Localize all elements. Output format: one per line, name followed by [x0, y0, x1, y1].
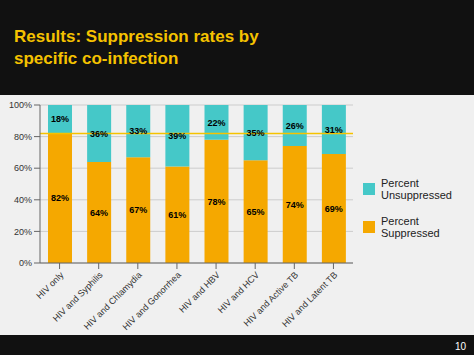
html-text:10: 10: [454, 341, 466, 352]
html-text:Unsuppressed: Unsuppressed: [381, 189, 452, 201]
svg-text:61%: 61%: [168, 210, 186, 220]
svg-text:82%: 82%: [51, 193, 69, 203]
svg-text:65%: 65%: [247, 207, 265, 217]
svg-text:78%: 78%: [207, 197, 225, 207]
svg-text:HIV and Latent TB: HIV and Latent TB: [280, 270, 339, 329]
html-text:specific co-infection: specific co-infection: [14, 48, 179, 68]
svg-text:100%: 100%: [9, 100, 32, 110]
svg-text:67%: 67%: [129, 205, 147, 215]
svg-text:HIV and HBV: HIV and HBV: [177, 269, 222, 315]
svg-text:69%: 69%: [325, 204, 343, 214]
html-text:Percent: Percent: [381, 177, 419, 189]
svg-text:20%: 20%: [14, 227, 32, 237]
svg-text:HIV and Gonorrhea: HIV and Gonorrhea: [121, 270, 183, 332]
svg-text:36%: 36%: [90, 129, 108, 139]
svg-text:40%: 40%: [14, 195, 32, 205]
svg-text:HIV and Active TB: HIV and Active TB: [241, 269, 301, 329]
svg-text:35%: 35%: [247, 128, 265, 138]
html-text:Results: Suppression rates by: Results: Suppression rates by: [14, 27, 259, 47]
html-text:Percent: Percent: [381, 215, 419, 227]
svg-text:60%: 60%: [14, 163, 32, 173]
svg-text:74%: 74%: [286, 200, 304, 210]
svg-text:0%: 0%: [19, 258, 32, 268]
svg-text:31%: 31%: [325, 125, 343, 135]
svg-text:80%: 80%: [14, 132, 32, 142]
svg-text:HIV and Syphilis: HIV and Syphilis: [50, 269, 105, 324]
svg-text:HIV only: HIV only: [34, 270, 65, 301]
svg-text:22%: 22%: [207, 118, 225, 128]
svg-text:HIV and Chlamydia: HIV and Chlamydia: [81, 269, 144, 332]
svg-text:HIV and HCV: HIV and HCV: [215, 269, 262, 316]
svg-text:33%: 33%: [129, 126, 147, 136]
html-text:Suppressed: Suppressed: [381, 227, 440, 239]
svg-text:26%: 26%: [286, 121, 304, 131]
svg-text:64%: 64%: [90, 208, 108, 218]
svg-text:18%: 18%: [51, 114, 69, 124]
svg-text:39%: 39%: [168, 131, 186, 141]
